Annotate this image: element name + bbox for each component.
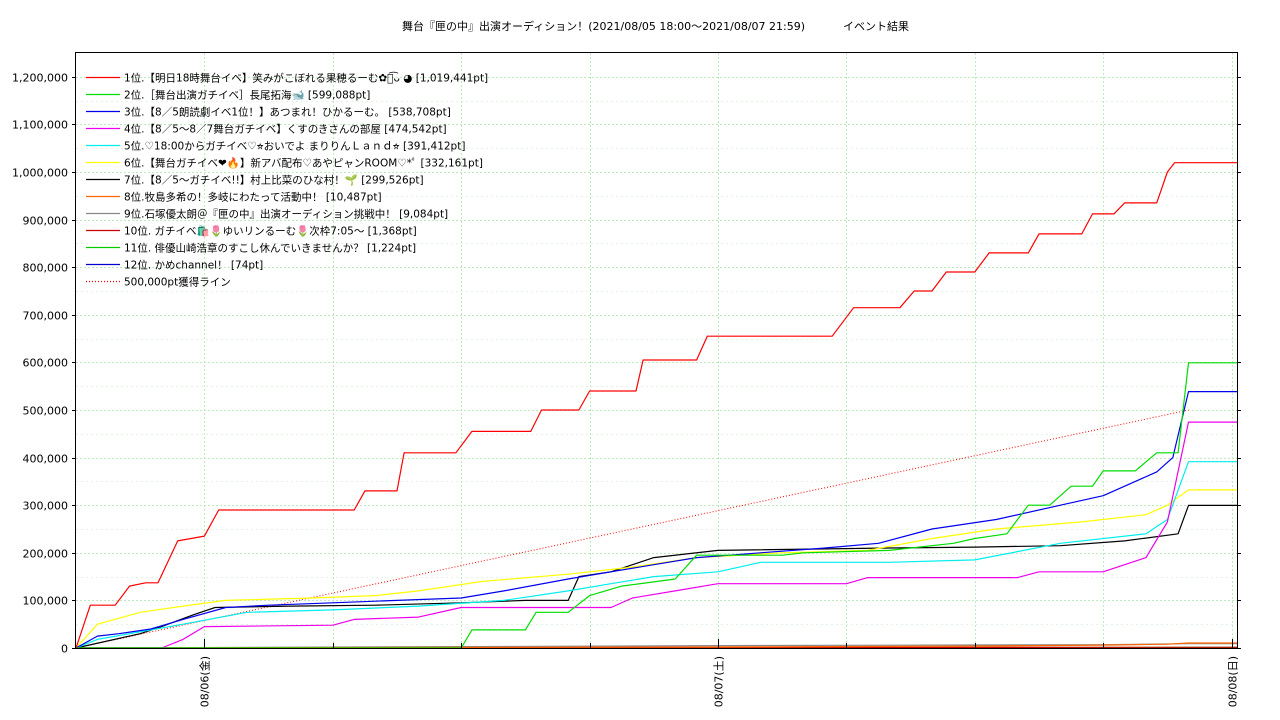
legend-label: 5位.♡18:00からガチイベ♡⭐︎おいでよ まりりんＬａｎｄ⭐︎ [391,4… [124,140,465,153]
series-line [75,489,1237,649]
y-tick-label: 1,000,000 [12,167,68,180]
legend: 1位.【明日18時舞台イベ】笑みがこぼれる果穂るーむ✿ﾉ͡ᴗ ◕ [1,019,… [86,72,488,289]
series-line [76,421,1237,649]
legend-label: 10位. ガチイベ🛍️🌷ゆいリンるーむ🌷次枠7:05〜 [1,368pt] [124,225,417,238]
y-tick-label: 1,100,000 [12,119,68,132]
plot-frame [75,52,1238,649]
series-line [75,643,1237,649]
y-tick-label: 300,000 [23,500,69,513]
legend-label: 7位.【8／5〜ガチイベ!!】村上比菜のひな村！🌱 [299,526pt] [124,174,424,187]
y-tick-label: 900,000 [23,215,69,228]
y-tick-label: 0 [61,643,68,656]
legend-label: 2位.［舞台出演ガチイベ］長尾拓海🐋 [599,088pt] [124,89,370,102]
legend-label: 1位.【明日18時舞台イベ】笑みがこぼれる果穂るーむ✿ﾉ͡ᴗ ◕ [1,019,… [124,72,488,85]
legend-label: 4位.【8／5〜8／7舞台ガチイベ】くすのきさんの部屋 [474,542pt] [124,123,447,136]
x-tick-label: 08/06(金) [198,656,212,707]
legend-label: 9位.石塚優太朗＠『匣の中』出演オーディション挑戦中！ [9,084pt] [124,208,448,221]
legend-label: 500,000pt獲得ライン [124,276,231,289]
legend-label: 11位. 俳優山崎浩章のすこし休んでいきませんか？ [1,224pt] [124,242,416,255]
x-tick-label: 08/07(土) [713,656,726,707]
y-tick-label: 800,000 [23,262,69,275]
y-tick-label: 700,000 [23,310,69,323]
legend-label: 12位. かめchannel！ [74pt] [124,259,263,272]
y-tick-label: 1,200,000 [12,72,68,85]
legend-label: 8位.牧島多希の！多岐にわたって活動中！ [10,487pt] [124,191,382,204]
reference-line [75,409,1189,649]
x-tick-label: 08/08(日) [1227,656,1240,707]
grid [76,53,1237,648]
series-line [75,391,1237,649]
y-tick-label: 200,000 [23,548,69,561]
legend-label: 3位.【8／5朗読劇イベ1位！】あつまれ！ひかるーむ。 [538,708pt] [124,106,451,119]
y-tick-label: 100,000 [23,595,69,608]
chart-title-suffix: イベント結果 [843,19,909,33]
y-tick-label: 600,000 [23,357,69,370]
y-tick-label: 500,000 [23,405,69,418]
legend-label: 6位.【舞台ガチイベ❤︎🔥】新アバ配布♡あやピャンROOM♡*ﾟ [332,16… [124,157,483,170]
axes: 0 100,000 200,000 300,000 400,000 500,000 600,… [12,72,1241,707]
series-line [75,162,1237,649]
series-line [76,362,1237,649]
series-line [75,461,1237,649]
chart-title: 舞台『匣の中』出演オーディション！(2021/08/05 18:00〜2021/… [402,19,805,33]
y-tick-label: 400,000 [23,453,69,466]
reference-line-path [75,409,1189,649]
